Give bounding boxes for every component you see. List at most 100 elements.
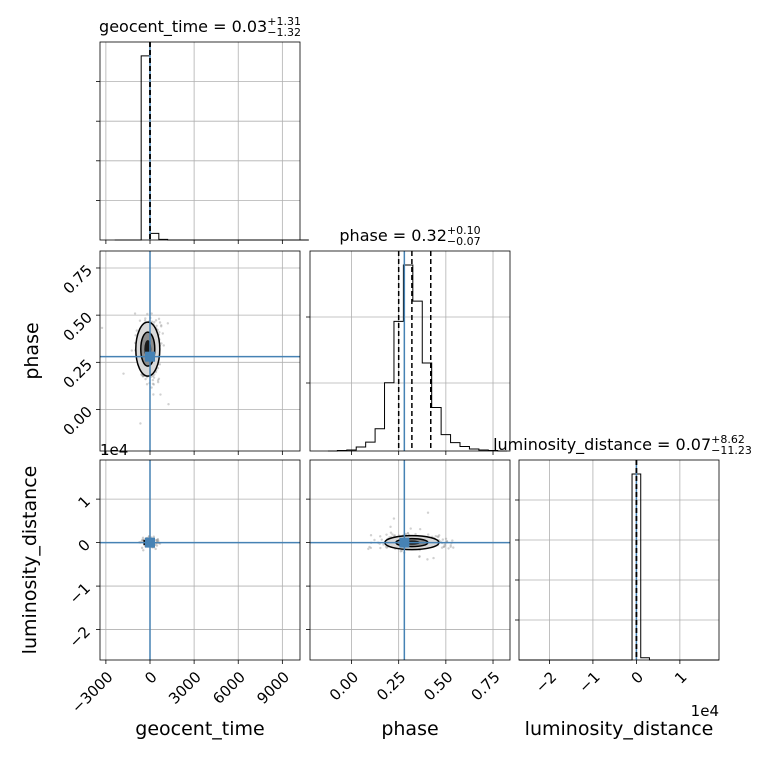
- ld-xtick-label-1: −1: [575, 668, 603, 696]
- sample-point: [152, 383, 156, 386]
- phase-title: phase = 0.32+0.10: [339, 224, 480, 245]
- sample-point: [449, 544, 452, 547]
- sample-point: [414, 532, 417, 536]
- phase-ytick-label-1: 0.25: [60, 356, 96, 392]
- sample-point: [143, 319, 147, 322]
- panel-phase-histogram: [327, 264, 508, 452]
- sample-point: [451, 539, 454, 542]
- sample-point: [167, 403, 170, 406]
- sample-point: [150, 312, 153, 315]
- panel-ld-vs-time-truth-marker: [145, 537, 155, 548]
- phase-xtick-label-2: 0.50: [420, 668, 456, 704]
- ld-xtick-label-0: −2: [532, 668, 560, 696]
- x-axis-label-phase: phase: [381, 718, 438, 740]
- sample-point: [150, 320, 154, 323]
- ld-ytick-label-0: −2: [66, 623, 94, 651]
- panel-ld-vs-phase-truth-marker: [399, 537, 410, 548]
- sample-point: [151, 382, 155, 385]
- x-axis-label-luminosity-distance: luminosity_distance: [525, 718, 714, 740]
- geocent-time-xtick-label-4: 9000: [253, 668, 293, 708]
- geocent-time-xtick-label-3: 6000: [209, 668, 249, 708]
- sample-point: [444, 537, 448, 540]
- panel-geocent-time-hist-frame: [99, 41, 301, 241]
- sample-point: [373, 538, 376, 542]
- sample-point: [426, 533, 430, 536]
- geocent-time-title: geocent_time = 0.03+1.31: [99, 15, 301, 37]
- sample-point: [157, 377, 161, 380]
- sample-point: [138, 319, 142, 322]
- sample-point: [418, 555, 421, 559]
- geocent-time-title-minus: −1.32: [267, 26, 301, 39]
- sample-point: [135, 329, 139, 332]
- sample-point: [385, 546, 388, 549]
- sample-point: [141, 375, 145, 378]
- sample-point: [152, 393, 155, 396]
- sample-point: [400, 549, 404, 552]
- panel-phase-vs-time-truth-marker: [145, 351, 155, 362]
- x-axis-label-geocent-time: geocent_time: [135, 718, 264, 740]
- sample-point: [100, 326, 104, 330]
- sample-point: [418, 555, 421, 558]
- sample-point: [443, 544, 447, 547]
- panel-ld-hist-frame: [518, 459, 720, 661]
- panel-ld-vs-phase-frame: [309, 459, 511, 661]
- sample-point: [159, 393, 162, 396]
- sample-point: [379, 546, 382, 550]
- ld-xtick-label-3: 1: [671, 668, 690, 687]
- sample-point: [133, 312, 137, 315]
- ld-ytick-label-2: 0: [75, 536, 94, 555]
- sample-point: [391, 533, 394, 536]
- sample-point: [166, 322, 170, 325]
- geocent-time-xtick-label-0: −3000: [68, 668, 117, 717]
- geocent-time-xtick-label-2: 3000: [165, 668, 205, 708]
- sample-point: [162, 344, 165, 347]
- sample-point: [382, 543, 385, 546]
- phase-xtick-label-1: 0.25: [373, 668, 409, 704]
- phase-ytick-label-2: 0.50: [60, 308, 96, 344]
- phase-ytick-label-0: 0.00: [60, 403, 96, 439]
- sample-point: [160, 324, 163, 327]
- sample-point: [393, 534, 396, 537]
- sample-point: [155, 324, 158, 327]
- sample-point: [449, 545, 452, 548]
- sample-point: [160, 325, 163, 328]
- sample-point: [146, 312, 149, 316]
- sample-point: [436, 535, 439, 538]
- sample-point: [157, 317, 161, 321]
- sample-point: [154, 547, 157, 551]
- y-axis-label-phase: phase: [21, 322, 43, 379]
- sample-point: [151, 378, 155, 382]
- sample-point: [153, 373, 156, 376]
- sample-point: [367, 547, 370, 551]
- sample-point: [152, 376, 156, 379]
- sample-point: [151, 374, 155, 378]
- ld-x-offset-text: 1e4: [691, 702, 719, 720]
- sample-point: [158, 363, 162, 366]
- sample-point: [443, 542, 446, 546]
- sample-point: [144, 317, 147, 320]
- sample-point: [156, 379, 160, 382]
- sample-point: [406, 532, 410, 535]
- sample-point: [385, 533, 388, 536]
- sample-point: [399, 550, 403, 553]
- sample-point: [380, 538, 383, 541]
- panel-phase-vs-time-frame: [99, 250, 301, 452]
- sample-point: [155, 544, 159, 547]
- sample-point: [389, 531, 393, 534]
- sample-point: [434, 534, 437, 538]
- sample-point: [426, 511, 430, 514]
- sample-point: [156, 367, 160, 370]
- sample-point: [130, 349, 133, 352]
- geocent-time-xtick-label-1: 0: [141, 668, 160, 687]
- sample-point: [441, 538, 445, 541]
- sample-point: [442, 545, 446, 548]
- panel-ld-vs-time-frame: [99, 459, 301, 661]
- sample-point: [440, 546, 444, 549]
- sample-point: [442, 545, 446, 549]
- luminosity-distance-title-minus: −11.23: [711, 444, 752, 457]
- sample-point: [379, 535, 382, 538]
- panel-phase-hist-frame: [309, 250, 511, 452]
- sample-point: [447, 547, 450, 550]
- sample-point: [437, 534, 441, 537]
